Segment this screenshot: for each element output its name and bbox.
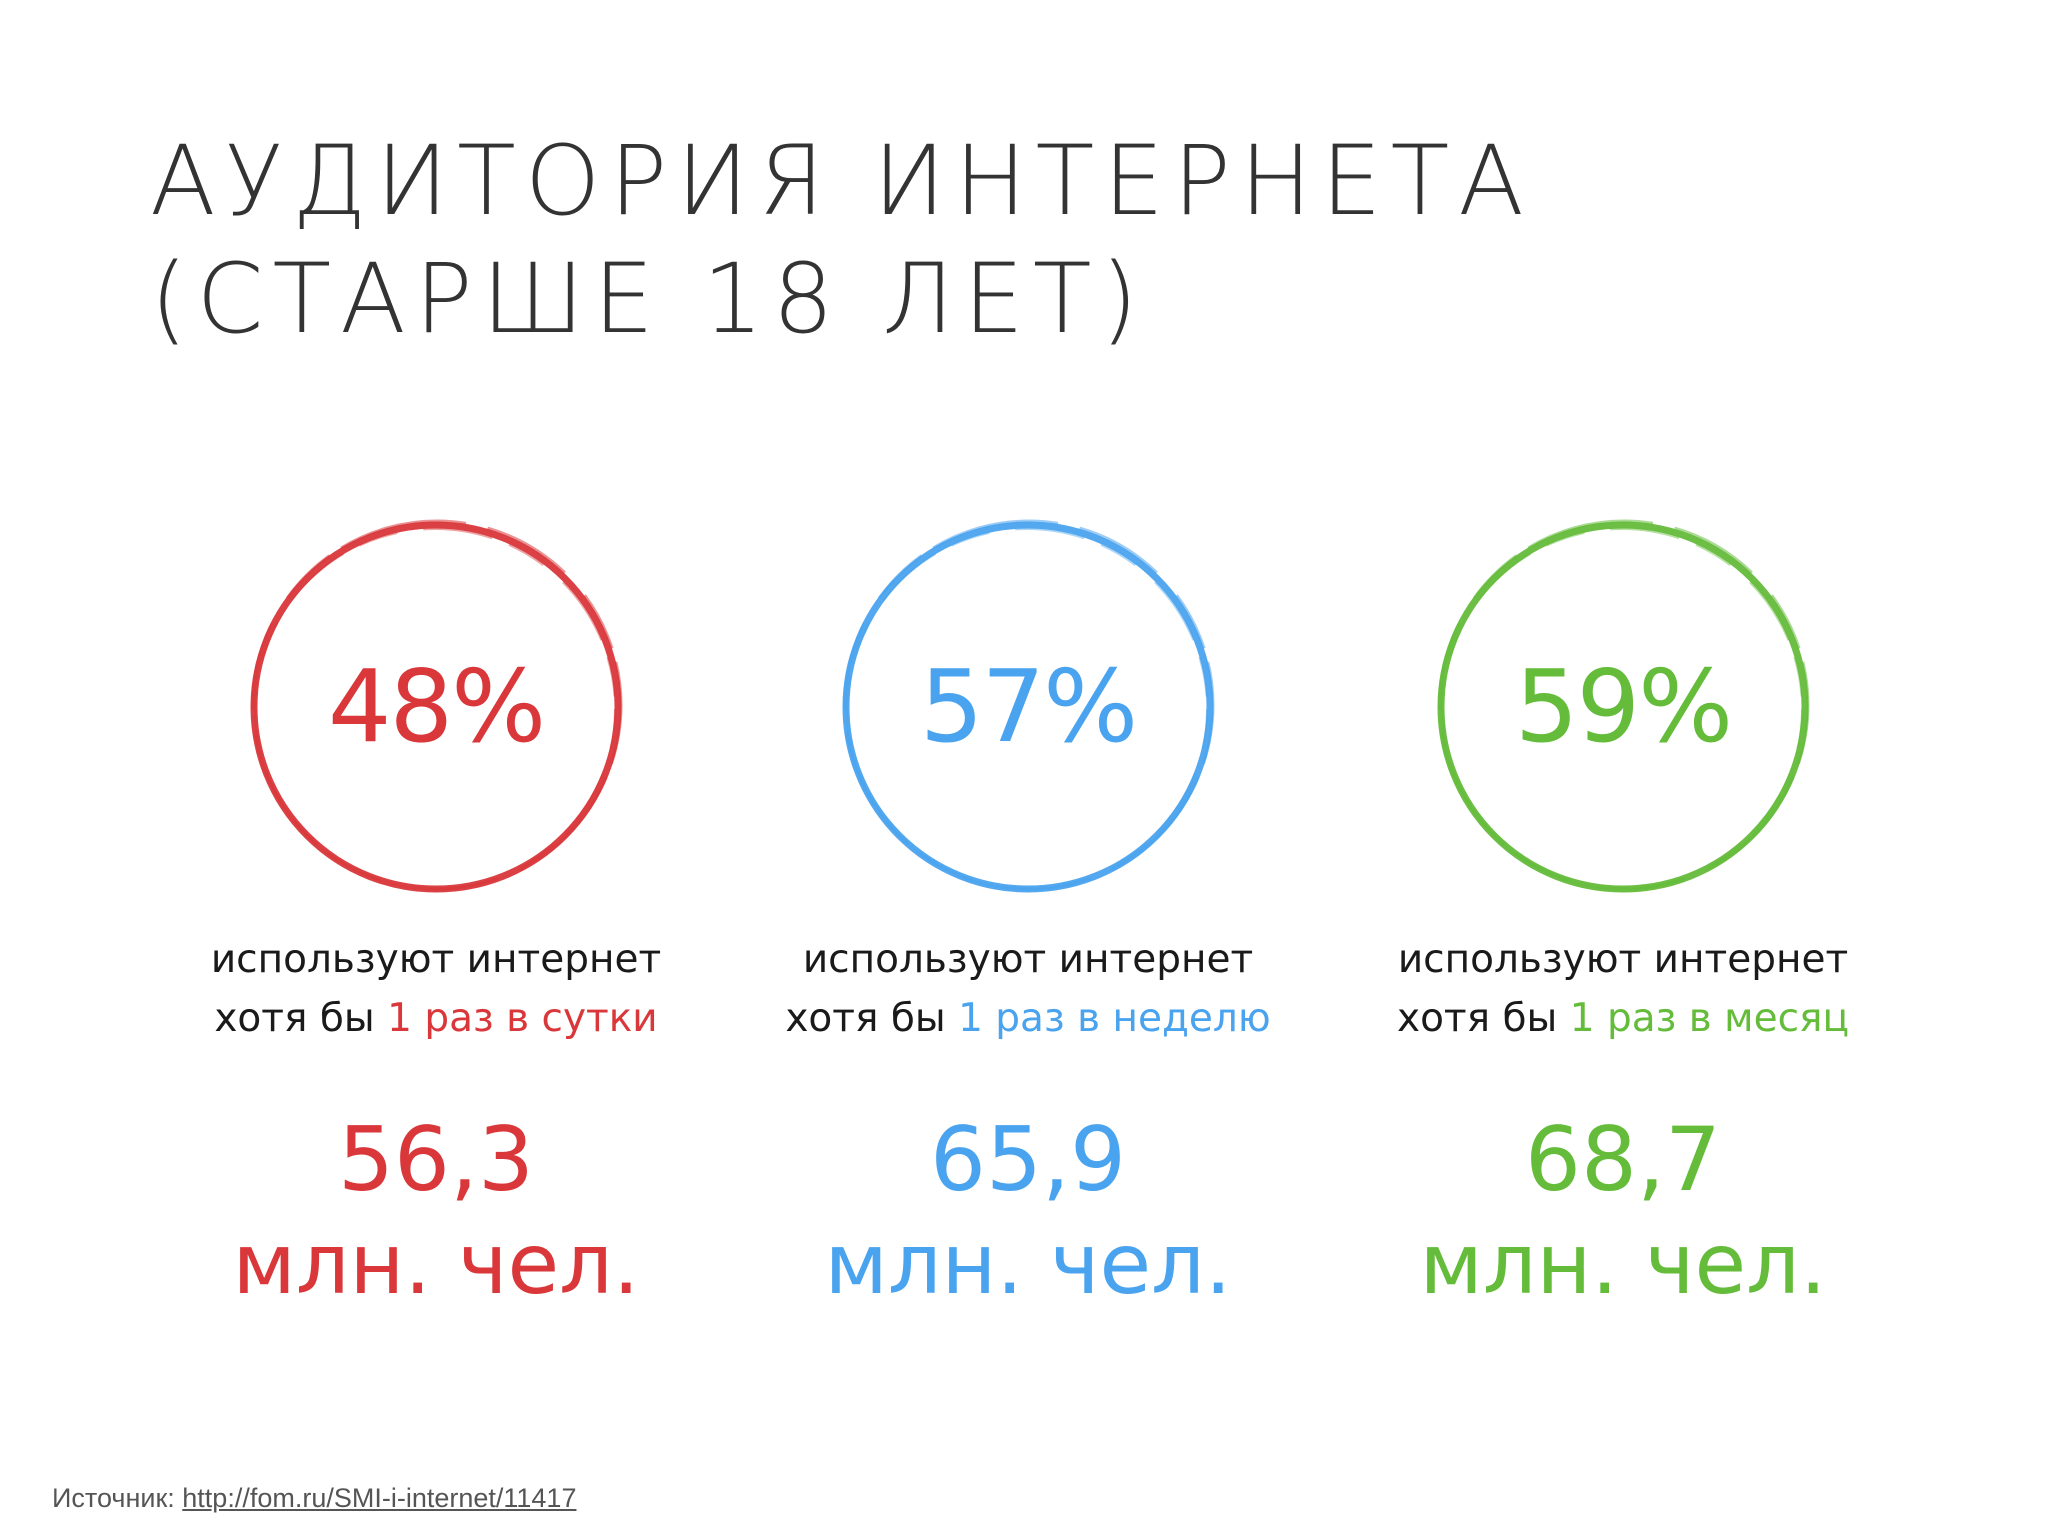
circle-badge-weekly: 57%: [833, 512, 1223, 902]
percent-value: 59%: [1514, 648, 1733, 765]
audience-unit: млн. чел.: [232, 1215, 640, 1313]
circle-badge-daily: 48%: [241, 512, 631, 902]
description-frequency: 1 раз в месяц: [1569, 996, 1850, 1041]
percent-value: 48%: [327, 648, 546, 765]
audience-count: 65,9: [930, 1108, 1126, 1211]
source-label: Источник:: [52, 1483, 175, 1513]
description-line-1: используют интернет: [802, 937, 1254, 982]
stat-monthly: 59% используют интернет хотя бы 1 раз в …: [1323, 512, 1923, 1316]
description-prefix: хотя бы: [214, 996, 375, 1041]
title-line-1: АУДИТОРИЯ ИНТЕРНЕТА: [150, 125, 1533, 237]
description: используют интернет хотя бы 1 раз в сутк…: [136, 930, 736, 1048]
description: используют интернет хотя бы 1 раз в меся…: [1323, 930, 1923, 1048]
audience-count: 68,7: [1525, 1108, 1721, 1211]
description-line-1: используют интернет: [210, 937, 662, 982]
description-frequency: 1 раз в неделю: [958, 996, 1271, 1041]
circle-badge-monthly: 59%: [1428, 512, 1818, 902]
description-line-1: используют интернет: [1397, 937, 1849, 982]
percent-value: 57%: [919, 648, 1138, 765]
audience-unit: млн. чел.: [824, 1215, 1232, 1313]
stat-daily: 48% используют интернет хотя бы 1 раз в …: [136, 512, 736, 1316]
description-prefix: хотя бы: [785, 996, 946, 1041]
source-citation: Источник: http://fom.ru/SMI-i-internet/1…: [52, 1483, 576, 1514]
brush-circle-icon: [842, 519, 1215, 893]
source-link[interactable]: http://fom.ru/SMI-i-internet/11417: [182, 1483, 577, 1513]
title-line-2: (СТАРШЕ 18 ЛЕТ): [150, 243, 1147, 355]
audience-count: 56,3: [338, 1108, 534, 1211]
brush-circle-icon: [250, 519, 623, 893]
stat-weekly: 57% используют интернет хотя бы 1 раз в …: [728, 512, 1328, 1316]
description-frequency: 1 раз в сутки: [387, 996, 658, 1041]
audience-unit: млн. чел.: [1419, 1215, 1827, 1313]
description: используют интернет хотя бы 1 раз в неде…: [728, 930, 1328, 1048]
slide-title: АУДИТОРИЯ ИНТЕРНЕТА (СТАРШЕ 18 ЛЕТ): [150, 122, 1533, 358]
brush-circle-icon: [1437, 519, 1810, 893]
description-prefix: хотя бы: [1396, 996, 1558, 1041]
